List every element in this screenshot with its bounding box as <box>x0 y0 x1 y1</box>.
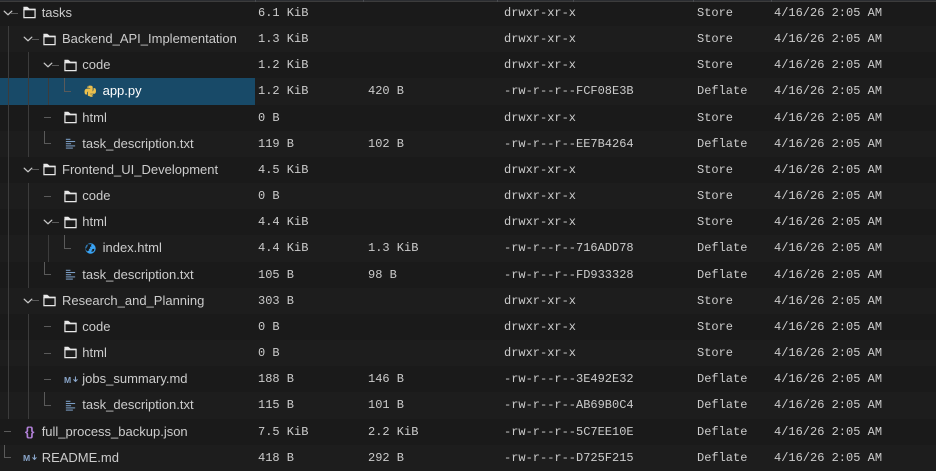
svg-text:M: M <box>64 375 71 385</box>
svg-text:M: M <box>23 453 30 463</box>
